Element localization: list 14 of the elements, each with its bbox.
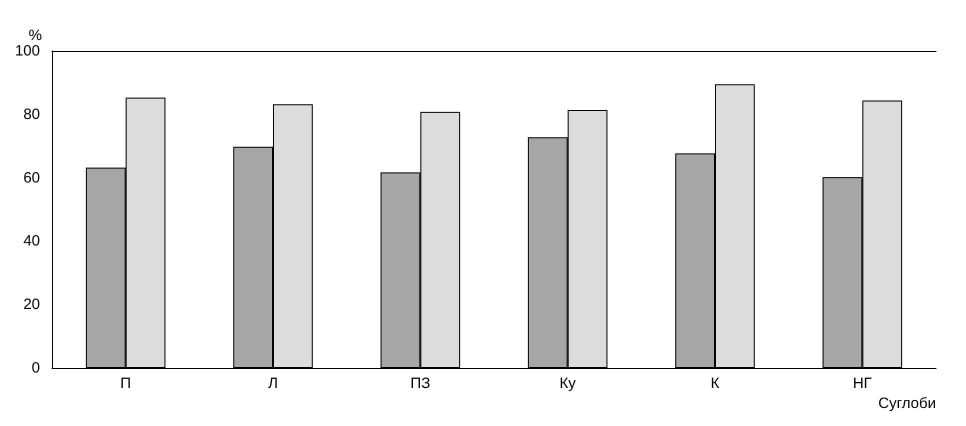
y-tick-label: 40 — [23, 232, 40, 250]
x-tick-label: ПЗ — [410, 375, 430, 392]
y-tick-label: 0 — [32, 360, 40, 376]
y-tick-label: 80 — [23, 106, 40, 123]
x-tick-label: Ку — [560, 375, 576, 392]
y-tick-label: 20 — [23, 296, 40, 314]
x-axis-title: Суглоби — [878, 395, 936, 412]
x-tick-label: НГ — [852, 375, 872, 392]
x-tick-label: К — [710, 375, 720, 392]
y-axis-title: % — [28, 27, 42, 44]
y-tick-label: 60 — [23, 169, 40, 186]
y-tick-label: 100 — [14, 42, 40, 60]
x-tick-label: П — [120, 375, 132, 392]
x-tick-label: Л — [268, 375, 278, 392]
